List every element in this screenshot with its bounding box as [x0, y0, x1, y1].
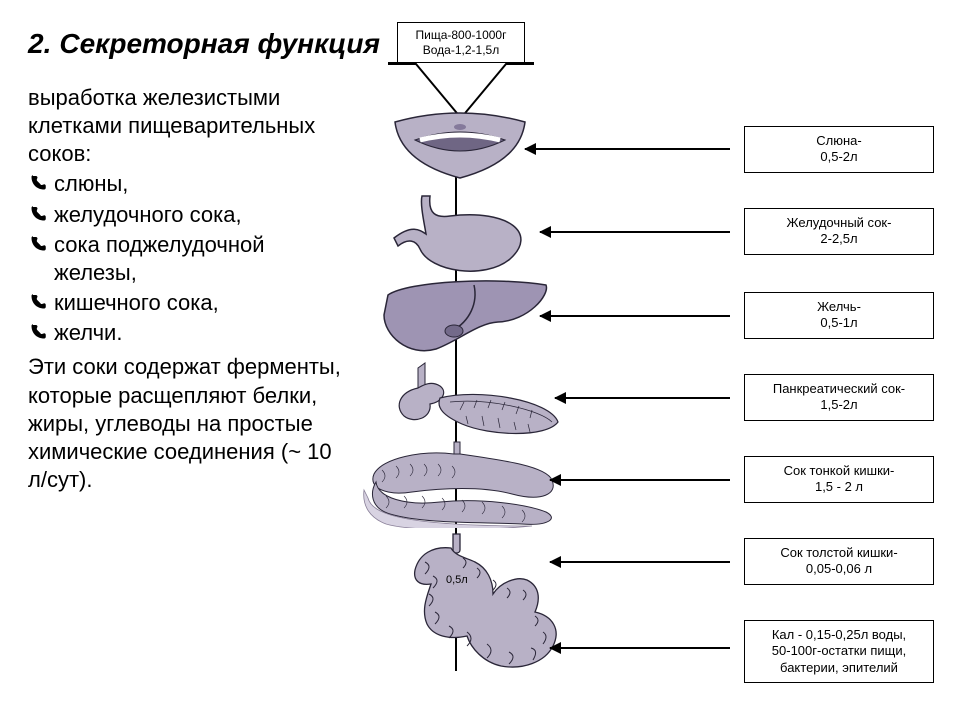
info-box-line: бактерии, эпителий [780, 660, 898, 676]
info-box: Сок толстой кишки-0,05-0,06 л [744, 538, 934, 585]
list-item-text: желчи. [54, 319, 348, 347]
info-box-line: 0,5-1л [820, 315, 857, 331]
arrow-icon [540, 231, 730, 233]
list-item-text: слюны, [54, 170, 348, 198]
input-line: Вода-1,2-1,5л [423, 43, 499, 58]
closing-text: Эти соки содержат ферменты, которые расщ… [28, 353, 348, 494]
info-box-line: 1,5 - 2 л [815, 479, 863, 495]
arrow-icon [550, 647, 730, 649]
bullet-list: слюны, желудочного сока, сока поджелудоч… [28, 170, 348, 347]
info-box-line: Слюна- [816, 133, 861, 149]
phone-icon [30, 234, 54, 252]
organ-liver [378, 277, 558, 357]
phone-icon [30, 322, 54, 340]
arrow-icon [555, 397, 730, 399]
list-item: сока поджелудочной железы, [28, 231, 348, 287]
digestion-diagram: Пища-800-1000г Вода-1,2-1,5л [350, 22, 940, 702]
arrow-icon [540, 315, 730, 317]
info-box-line: Желчь- [817, 299, 861, 315]
list-item-text: кишечного сока, [54, 289, 348, 317]
list-item: кишечного сока, [28, 289, 348, 317]
title-text: Секреторная функция [59, 28, 380, 60]
info-box: Желудочный сок-2-2,5л [744, 208, 934, 255]
info-box: Сок тонкой кишки-1,5 - 2 л [744, 456, 934, 503]
info-box: Панкреатический сок-1,5-2л [744, 374, 934, 421]
list-item: желчи. [28, 319, 348, 347]
info-box-line: 50-100г-остатки пищи, [772, 643, 906, 659]
body-text: выработка железистыми клетками пищеварит… [28, 84, 348, 494]
info-box-line: Желудочный сок- [787, 215, 892, 231]
info-box-line: Кал - 0,15-0,25л воды, [772, 627, 906, 643]
info-box-line: Сок толстой кишки- [780, 545, 897, 561]
phone-icon [30, 204, 54, 222]
input-label-box: Пища-800-1000г Вода-1,2-1,5л [397, 22, 525, 64]
info-box-line: 2-2,5л [820, 231, 857, 247]
arrow-icon [525, 148, 730, 150]
organ-pancreas [370, 358, 550, 443]
arrow-icon [550, 479, 730, 481]
organ-large-intestine [375, 532, 555, 682]
phone-icon [30, 173, 54, 191]
list-item-text: желудочного сока, [54, 201, 348, 229]
list-item: слюны, [28, 170, 348, 198]
list-item-text: сока поджелудочной железы, [54, 231, 348, 287]
intro-text: выработка железистыми клетками пищеварит… [28, 84, 348, 168]
title-number: 2. [28, 28, 51, 60]
organ-small-intestine [362, 440, 542, 528]
info-box-line: 1,5-2л [820, 397, 857, 413]
info-box: Желчь-0,5-1л [744, 292, 934, 339]
info-box-line: 0,5-2л [820, 149, 857, 165]
info-box: Кал - 0,15-0,25л воды,50-100г-остатки пи… [744, 620, 934, 683]
list-item: желудочного сока, [28, 201, 348, 229]
organ-mouth [390, 112, 570, 182]
info-box-line: Сок тонкой кишки- [784, 463, 895, 479]
info-box: Слюна-0,5-2л [744, 126, 934, 173]
arrow-icon [550, 561, 730, 563]
info-box-line: 0,05-0,06 л [806, 561, 872, 577]
info-box-line: Панкреатический сок- [773, 381, 905, 397]
slide: 2. Секреторная функция выработка железис… [0, 0, 960, 720]
phone-icon [30, 292, 54, 310]
feces-volume-label: 0,5л [446, 574, 468, 586]
input-line: Пища-800-1000г [416, 28, 507, 43]
